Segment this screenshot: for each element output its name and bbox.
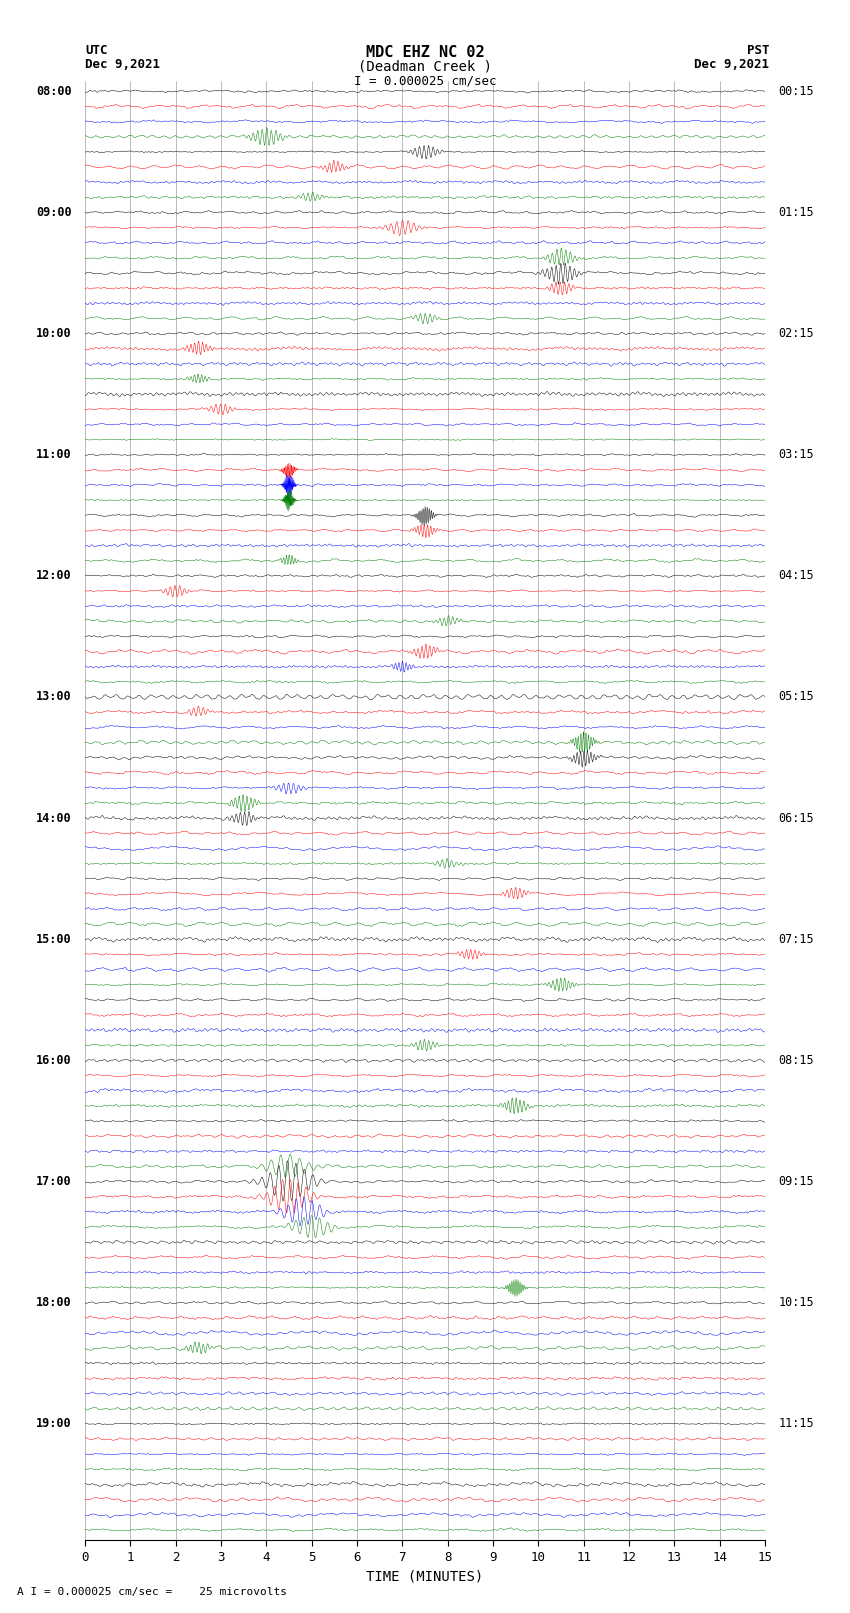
Text: 00:15: 00:15 xyxy=(779,85,814,98)
Text: Dec 9,2021: Dec 9,2021 xyxy=(85,58,160,71)
X-axis label: TIME (MINUTES): TIME (MINUTES) xyxy=(366,1569,484,1584)
Text: 03:15: 03:15 xyxy=(779,448,814,461)
Text: 01:15: 01:15 xyxy=(779,206,814,219)
Text: 10:15: 10:15 xyxy=(779,1297,814,1310)
Text: 09:15: 09:15 xyxy=(779,1174,814,1189)
Text: 07:15: 07:15 xyxy=(779,932,814,945)
Text: MDC EHZ NC 02: MDC EHZ NC 02 xyxy=(366,45,484,60)
Text: A I = 0.000025 cm/sec =    25 microvolts: A I = 0.000025 cm/sec = 25 microvolts xyxy=(17,1587,287,1597)
Text: 15:00: 15:00 xyxy=(36,932,71,945)
Text: 08:00: 08:00 xyxy=(36,85,71,98)
Text: 17:00: 17:00 xyxy=(36,1174,71,1189)
Text: PST: PST xyxy=(747,44,769,56)
Text: 18:00: 18:00 xyxy=(36,1297,71,1310)
Text: 11:15: 11:15 xyxy=(779,1418,814,1431)
Text: Dec 9,2021: Dec 9,2021 xyxy=(694,58,769,71)
Text: (Deadman Creek ): (Deadman Creek ) xyxy=(358,60,492,74)
Text: 08:15: 08:15 xyxy=(779,1053,814,1066)
Text: 10:00: 10:00 xyxy=(36,327,71,340)
Text: 19:00: 19:00 xyxy=(36,1418,71,1431)
Text: 16:00: 16:00 xyxy=(36,1053,71,1066)
Text: 02:15: 02:15 xyxy=(779,327,814,340)
Text: 12:00: 12:00 xyxy=(36,569,71,582)
Text: 04:15: 04:15 xyxy=(779,569,814,582)
Text: 13:00: 13:00 xyxy=(36,690,71,703)
Text: 06:15: 06:15 xyxy=(779,811,814,824)
Text: 14:00: 14:00 xyxy=(36,811,71,824)
Text: 09:00: 09:00 xyxy=(36,206,71,219)
Text: I = 0.000025 cm/sec: I = 0.000025 cm/sec xyxy=(354,74,496,87)
Text: 11:00: 11:00 xyxy=(36,448,71,461)
Text: UTC: UTC xyxy=(85,44,107,56)
Text: 05:15: 05:15 xyxy=(779,690,814,703)
